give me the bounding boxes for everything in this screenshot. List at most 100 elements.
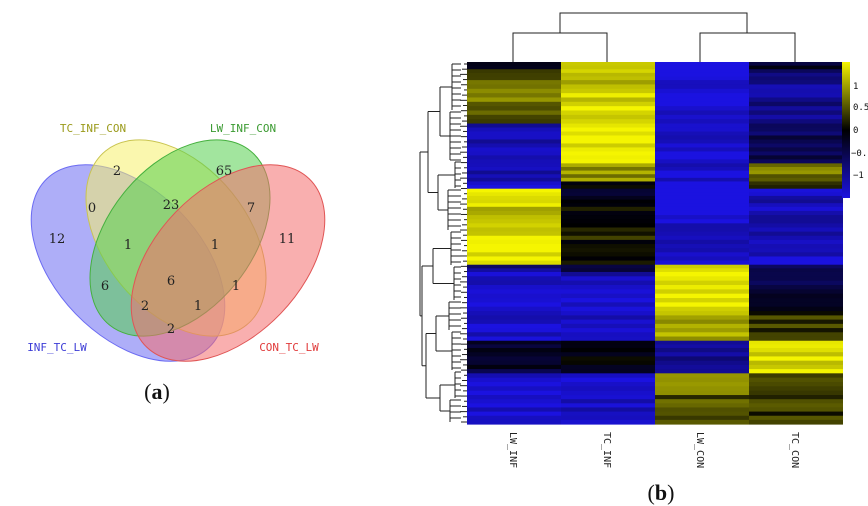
venn-count-a-c: 6 [101,279,109,294]
venn-label-con-tc-lw: CON_TC_LW [259,341,319,354]
venn-count-a-d: 2 [141,299,149,314]
legend-tick-1: 1 [853,82,858,92]
heatmap-cell [655,315,749,321]
venn-count-a-b: 0 [88,201,96,216]
heatmap-cell [467,407,561,413]
venn-count-only-lw-inf-con: 65 [216,164,233,179]
heatmap-cell [561,364,655,370]
caption-a: (a) [144,379,170,404]
heatmap-cell [749,139,843,145]
heatmap-cell [467,268,561,273]
heatmap-cell [467,332,561,338]
heatmap-cell [655,101,749,107]
heatmap-cell [749,147,843,153]
heatmap-cell [749,403,843,409]
heatmap-cell [467,195,561,201]
heatmap-cell [749,271,843,277]
heatmap-cell [561,206,655,212]
heatmap-cell [655,276,749,282]
heatmap-cell [655,390,749,396]
heatmap-cell [749,360,843,366]
heatmap-cell [655,72,749,78]
heatmap-cell [467,336,561,342]
heatmap-cell [749,411,843,417]
heatmap-cell [749,395,843,400]
heatmap-cell [467,170,561,175]
heatmap-cell [749,386,843,392]
heatmap-cell [561,332,655,338]
heatmap-cell [467,199,561,204]
heatmap-cell [561,419,655,425]
heatmap-cell [655,223,749,229]
heatmap-cell [467,340,561,345]
heatmap-cell [655,352,749,358]
heatmap-cell [561,177,655,183]
heatmap-cell [749,143,843,149]
heatmap-cell [561,195,655,201]
heatmap-cell [467,293,561,299]
heatmap-cell [467,377,561,383]
heatmap-cell [749,323,843,329]
heatmap-cell [467,356,561,362]
heatmap-cell [561,185,655,190]
heatmap-cell [655,163,749,168]
heatmap-cell [467,306,561,312]
heatmap-cell [749,131,843,137]
heatmap-cell [655,411,749,417]
heatmap-cell [467,271,561,277]
heatmap-cell [749,206,843,212]
heatmap-cell [749,84,843,90]
heatmap-cell [655,195,749,201]
heatmap-cell [467,110,561,116]
heatmap-cell [655,382,749,387]
heatmap-cell [749,332,843,338]
heatmap-cell [655,395,749,400]
heatmap-cell [655,127,749,133]
heatmap-cell [467,280,561,286]
heatmap-cell [561,223,655,229]
heatmap-cell [749,215,843,220]
heatmap-cell [749,382,843,387]
heatmap-cell [467,123,561,129]
heatmap-cell [561,181,655,186]
heatmap-cell [561,227,655,233]
heatmap-cell [467,135,561,141]
venn-count-b-c-d: 1 [211,238,219,253]
venn-count-b-d: 1 [232,279,240,294]
heatmap-cell [655,84,749,90]
heatmap-cell [749,62,843,67]
heatmap-cell [561,323,655,329]
heatmap-cell [749,252,843,258]
heatmap-cell [749,280,843,286]
heatmap-cell [655,147,749,153]
heatmap-cell [655,403,749,409]
heatmap-cell [655,166,749,172]
heatmap-cell [655,340,749,345]
heatmap-cell [561,80,655,86]
venn-count-a-c-d: 2 [167,322,175,337]
venn-label-tc-inf-con: TC_INF_CON [60,122,126,135]
heatmap-cell [749,399,843,404]
heatmap-cell [467,323,561,329]
heatmap-cell [467,373,561,379]
heatmap-cell [467,93,561,99]
heatmap-cell [749,219,843,224]
heatmap-cell [749,163,843,168]
heatmap-cell [561,127,655,133]
heatmap-cell [561,114,655,120]
heatmap-cell [467,177,561,183]
heatmap-cell [467,403,561,409]
heatmap-cell [655,139,749,145]
heatmap-cell [655,231,749,237]
heatmap-cell [467,127,561,133]
heatmap-cell [561,390,655,396]
heatmap-cell [467,185,561,190]
heatmap-cell [561,131,655,137]
heatmap-cell [655,177,749,183]
heatmap-cell [561,101,655,107]
venn-count-b-c: 23 [163,198,180,213]
legend-tick-neg-0-5: −0. [851,149,867,159]
heatmap-cell [655,356,749,362]
heatmap-cell [749,302,843,308]
legend-tick-0: 0 [853,126,858,136]
